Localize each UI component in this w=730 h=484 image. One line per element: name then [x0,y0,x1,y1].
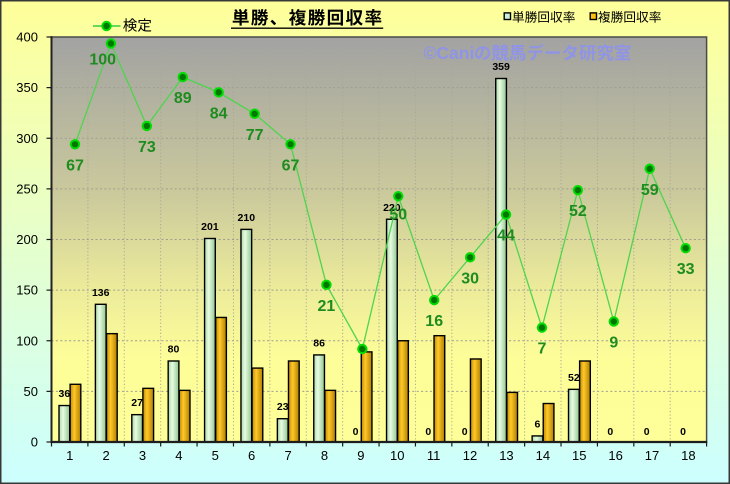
svg-text:7: 7 [538,341,547,358]
svg-text:12: 12 [463,448,477,463]
svg-text:6: 6 [248,448,255,463]
svg-text:3: 3 [139,448,146,463]
svg-text:0: 0 [462,426,468,438]
svg-text:9: 9 [609,335,618,352]
svg-text:52: 52 [568,372,580,384]
svg-text:21: 21 [318,298,336,315]
svg-text:7: 7 [284,448,291,463]
svg-text:100: 100 [89,52,116,69]
svg-text:250: 250 [16,181,38,196]
svg-text:27: 27 [131,397,143,409]
svg-text:86: 86 [313,337,325,349]
svg-text:0: 0 [353,426,359,438]
svg-text:17: 17 [645,448,659,463]
svg-text:0: 0 [31,435,38,450]
svg-text:350: 350 [16,80,38,95]
svg-text:200: 200 [16,232,38,247]
svg-text:73: 73 [138,139,156,156]
svg-text:2: 2 [102,448,109,463]
svg-text:23: 23 [277,401,289,413]
svg-text:80: 80 [168,344,180,356]
svg-text:210: 210 [238,212,256,224]
svg-text:59: 59 [641,182,659,199]
svg-text:6: 6 [535,418,541,430]
svg-text:52: 52 [569,203,587,220]
svg-text:5: 5 [212,448,219,463]
svg-text:9: 9 [357,448,364,463]
svg-text:16: 16 [425,313,443,330]
svg-text:67: 67 [66,157,84,174]
svg-text:136: 136 [92,287,110,299]
svg-text:0: 0 [607,426,613,438]
svg-text:100: 100 [16,333,38,348]
svg-text:0: 0 [680,426,686,438]
svg-text:0: 0 [425,426,431,438]
svg-text:89: 89 [174,90,192,107]
svg-text:67: 67 [282,157,300,174]
svg-text:10: 10 [390,448,404,463]
svg-text:50: 50 [24,384,38,399]
svg-text:36: 36 [59,388,71,400]
svg-text:13: 13 [499,448,513,463]
svg-text:18: 18 [681,448,695,463]
svg-text:30: 30 [461,270,479,287]
svg-text:©Cani: ©Cani [424,43,475,63]
svg-text:4: 4 [175,448,182,463]
svg-text:400: 400 [16,30,38,45]
svg-text:150: 150 [16,283,38,298]
svg-text:11: 11 [427,448,441,463]
svg-text:300: 300 [16,131,38,146]
svg-text:0: 0 [644,426,650,438]
svg-text:77: 77 [246,127,264,144]
svg-text:201: 201 [201,221,219,233]
svg-text:44: 44 [497,228,515,245]
svg-text:16: 16 [608,448,622,463]
svg-text:8: 8 [321,448,328,463]
svg-text:50: 50 [389,206,407,223]
svg-text:33: 33 [677,261,695,278]
svg-text:359: 359 [492,61,510,73]
svg-text:1: 1 [66,448,73,463]
svg-text:14: 14 [536,448,550,463]
svg-text:15: 15 [572,448,586,463]
svg-text:84: 84 [210,105,228,122]
